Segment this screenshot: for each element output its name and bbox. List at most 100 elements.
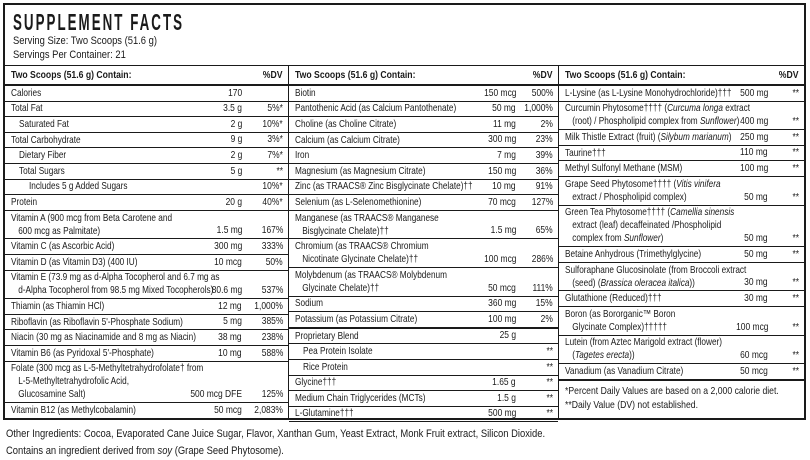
nutrient-amount: 10 mcg: [214, 256, 242, 268]
table-row: Methyl Sulfonyl Methane (MSM) 100 mg **: [559, 161, 804, 177]
facts-column-1: Two Scoops (51.6 g) Contain: %DV Calorie…: [5, 66, 288, 419]
nutrient-dv: **: [792, 147, 799, 159]
nutrient-amount: 100 mcg: [483, 253, 516, 265]
facts-table: Two Scoops (51.6 g) Contain: %DV Calorie…: [5, 65, 804, 423]
nutrient-amount: 1.5 mg: [216, 225, 242, 237]
nutrient-name: Biotin: [295, 87, 316, 99]
nutrient-amount: 300 mg: [213, 240, 242, 252]
nutrient-dv: 50%: [266, 256, 283, 268]
nutrient-name: Folate (300 mcg as L-5-Methyltetrahydrof…: [11, 363, 204, 401]
table-row: Vitamin B12 (as Methylcobalamin) 50 mcg 2,…: [5, 403, 288, 419]
nutrient-dv: **: [792, 131, 799, 143]
nutrient-amount: 400 mg: [739, 116, 768, 128]
nutrient-name: Riboflavin (as Riboflavin 5'-Phosphate S…: [11, 316, 183, 328]
table-row: Includes 5 g Added Sugars 10%*: [5, 180, 288, 196]
nutrient-amount: 50 mg: [744, 191, 768, 203]
table-row: Total Sugars 5 g **: [5, 164, 288, 180]
nutrient-name: Potassium (as Potassium Citrate): [295, 313, 418, 325]
nutrient-name: Niacin (30 mg as Niacinamide and 8 mg as…: [11, 332, 196, 344]
footnote-line: *Percent Daily Values are based on a 2,0…: [565, 385, 779, 397]
dv-header-label: %DV: [778, 70, 798, 81]
nutrient-name: Glutathione (Reduced)†††: [565, 293, 662, 305]
table-row: Riboflavin (as Riboflavin 5'-Phosphate S…: [5, 315, 288, 331]
nutrient-name: Magnesium (as Magnesium Citrate): [295, 165, 426, 177]
table-row: L-Lysine (as L-Lysine Monohydrochloride)…: [559, 86, 804, 102]
nutrient-amount: 50 mcg: [488, 282, 516, 294]
nutrient-name: Dietary Fiber: [19, 150, 67, 162]
nutrient-name: Pea Protein Isolate: [303, 346, 373, 358]
table-row: Choline (as Choline Citrate) 11 mg 2%: [289, 117, 558, 133]
table-row: Potassium (as Potassium Citrate) 100 mg 2%: [289, 312, 558, 327]
nutrient-amount: 5 mg: [223, 316, 242, 328]
nutrient-amount: 250 mg: [739, 131, 768, 143]
nutrient-amount: 500 mg: [487, 408, 516, 420]
nutrient-dv: 286%: [531, 253, 553, 265]
nutrient-dv: 111%: [532, 282, 553, 294]
table-row: Medium Chain Triglycerides (MCTs) 1.5 g **: [289, 391, 558, 407]
nutrient-dv: 15%: [536, 298, 553, 310]
nutrient-amount: 30 mg: [744, 277, 768, 289]
nutrient-amount: 1.5 g: [497, 392, 516, 404]
table-row: Glutathione (Reduced)††† 30 mg **: [559, 291, 804, 307]
nutrient-amount: 70 mcg: [488, 196, 516, 208]
nutrient-dv: 537%: [261, 285, 283, 297]
dv-header-label: %DV: [262, 70, 282, 81]
nutrient-dv: 10%*: [262, 181, 283, 193]
table-row: Saturated Fat 2 g 10%*: [5, 117, 288, 133]
nutrient-dv: **: [546, 392, 553, 404]
nutrient-dv: 125%: [261, 389, 283, 401]
table-row: Taurine††† 110 mg **: [559, 146, 804, 162]
nutrient-amount: 50 mg: [744, 248, 768, 260]
nutrient-name: Choline (as Choline Citrate): [295, 118, 397, 130]
nutrient-dv: **: [792, 162, 799, 174]
nutrient-dv: 238%: [261, 331, 283, 343]
nutrient-amount: 7 mg: [497, 149, 516, 161]
nutrient-amount: 10 mg: [218, 347, 242, 359]
nutrient-amount: 2 g: [230, 149, 242, 161]
serving-size-line: Serving Size: Two Scoops (51.6 g): [13, 35, 158, 47]
nutrient-name: Betaine Anhydrous (Trimethylglycine): [565, 248, 702, 260]
panel-header: SUPPLEMENT FACTS Serving Size: Two Scoop…: [5, 5, 804, 65]
nutrient-amount: 300 mg: [487, 134, 516, 146]
nutrient-dv: 23%: [536, 134, 553, 146]
nutrient-amount: 170: [227, 87, 242, 99]
nutrient-name: Total Fat: [11, 103, 43, 115]
nutrient-dv: **: [792, 292, 799, 304]
facts-column-3: Two Scoops (51.6 g) Contain: %DV L-Lysin…: [558, 66, 804, 418]
nutrient-name: Grape Seed Phytosome†††† (Vitis vinifera…: [565, 178, 721, 203]
nutrient-name: Proprietary Blend: [295, 330, 359, 342]
nutrient-name: Vitamin A (900 mcg from Beta Carotene an…: [11, 212, 173, 237]
table-row: Biotin 150 mcg 500%: [289, 86, 558, 102]
nutrient-amount: 11 mg: [493, 118, 516, 130]
nutrient-dv: 2,083%: [254, 404, 283, 416]
nutrient-dv: 91%: [536, 181, 553, 193]
table-row: Selenium (as L-Selenomethionine) 70 mcg 12…: [289, 195, 558, 211]
column-header-label: Two Scoops (51.6 g) Contain:: [565, 70, 686, 81]
nutrient-name: Rice Protein: [303, 361, 348, 373]
nutrient-amount: 80.6 mg: [211, 285, 242, 297]
nutrient-name: Sodium: [295, 298, 323, 310]
nutrient-name: Total Carbohydrate: [11, 134, 81, 146]
nutrient-dv: 385%: [261, 316, 283, 328]
nutrient-amount: 150 mg: [487, 165, 516, 177]
nutrient-amount: 9 g: [230, 134, 242, 146]
table-row: Pea Protein Isolate **: [289, 344, 558, 360]
column-header: Two Scoops (51.6 g) Contain: %DV: [559, 66, 804, 86]
nutrient-dv: 2%: [540, 313, 553, 325]
table-row: Betaine Anhydrous (Trimethylglycine) 50 m…: [559, 247, 804, 263]
nutrient-amount: 110 mg: [740, 147, 768, 159]
column-header: Two Scoops (51.6 g) Contain: %DV: [5, 66, 288, 86]
table-row: Sodium 360 mg 15%: [289, 297, 558, 313]
nutrient-name: Chromium (as TRAACS® Chromium Nicotinate …: [295, 241, 429, 266]
table-row: Vanadium (as Vanadium Citrate) 50 mcg **: [559, 364, 804, 379]
nutrient-dv: 65%: [536, 225, 553, 237]
nutrient-name: Green Tea Phytosome†††† (Camellia sinens…: [565, 207, 735, 245]
column-header-label: Two Scoops (51.6 g) Contain:: [11, 70, 132, 81]
nutrient-name: Protein: [11, 196, 38, 208]
table-row: Milk Thistle Extract (fruit) (Silybum ma…: [559, 130, 804, 146]
footnotes: *Percent Daily Values are based on a 2,0…: [559, 378, 804, 417]
nutrient-name: Includes 5 g Added Sugars: [29, 181, 128, 193]
nutrient-name: Vitamin D (as Vitamin D3) (400 IU): [11, 256, 138, 268]
table-row: Niacin (30 mg as Niacinamide and 8 mg as…: [5, 330, 288, 346]
table-row: Calcium (as Calcium Citrate) 300 mg 23%: [289, 133, 558, 149]
